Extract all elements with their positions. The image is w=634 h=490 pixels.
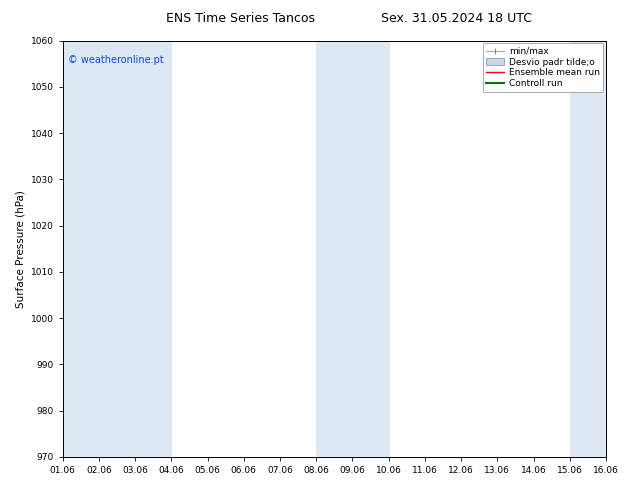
Text: ENS Time Series Tancos: ENS Time Series Tancos [166,12,316,25]
Bar [63,41,99,457]
Y-axis label: Surface Pressure (hPa): Surface Pressure (hPa) [15,190,25,308]
Bar [570,41,606,457]
Bar [135,41,171,457]
Legend: min/max, Desvio padr tilde;o, Ensemble mean run, Controll run: min/max, Desvio padr tilde;o, Ensemble m… [482,43,604,92]
Bar [353,41,389,457]
Text: Sex. 31.05.2024 18 UTC: Sex. 31.05.2024 18 UTC [381,12,532,25]
Bar [316,41,353,457]
Bar [606,41,634,457]
Text: © weatheronline.pt: © weatheronline.pt [68,55,164,65]
Bar [99,41,135,457]
